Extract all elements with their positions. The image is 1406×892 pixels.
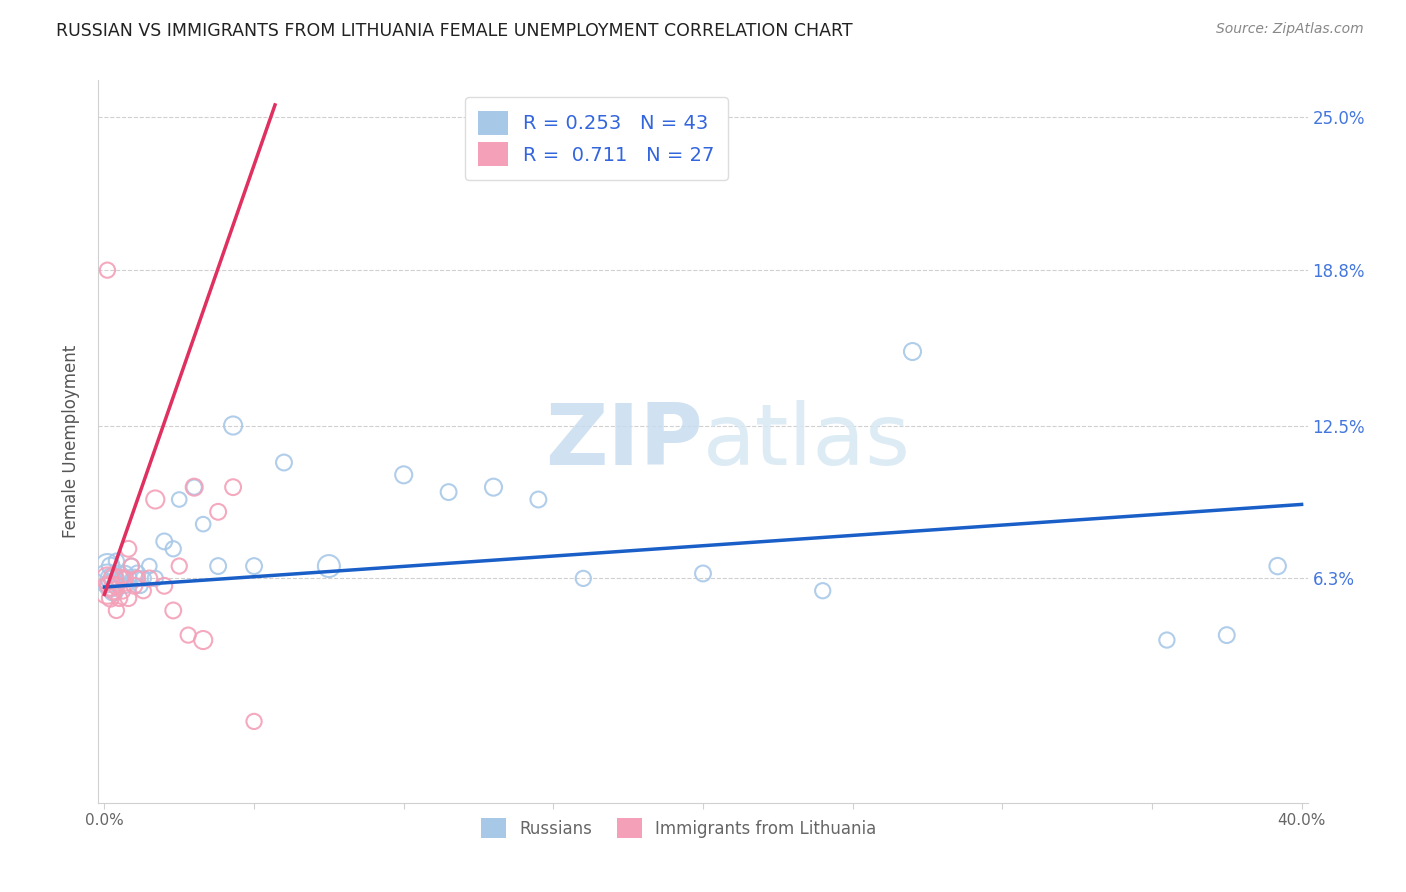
Point xyxy=(222,480,245,494)
Point xyxy=(105,554,128,568)
Point xyxy=(143,571,166,585)
Point xyxy=(153,579,176,593)
Point xyxy=(162,541,184,556)
Point xyxy=(108,591,131,606)
Point xyxy=(114,571,136,585)
Legend: Russians, Immigrants from Lithuania: Russians, Immigrants from Lithuania xyxy=(474,812,883,845)
Point xyxy=(100,591,122,606)
Point xyxy=(114,566,136,581)
Point xyxy=(138,559,160,574)
Point xyxy=(103,571,125,585)
Point xyxy=(207,559,229,574)
Point xyxy=(222,418,245,433)
Point xyxy=(243,714,266,729)
Point xyxy=(811,583,834,598)
Point xyxy=(96,571,118,585)
Point xyxy=(183,480,205,494)
Point xyxy=(167,492,190,507)
Point xyxy=(117,571,139,585)
Point xyxy=(1156,633,1178,648)
Point xyxy=(482,480,505,494)
Point xyxy=(167,559,190,574)
Text: ZIP: ZIP xyxy=(546,400,703,483)
Point xyxy=(1216,628,1239,642)
Point xyxy=(153,534,176,549)
Point xyxy=(105,571,128,585)
Y-axis label: Female Unemployment: Female Unemployment xyxy=(62,345,80,538)
Point xyxy=(143,492,166,507)
Point xyxy=(392,467,415,482)
Point xyxy=(96,583,118,598)
Point xyxy=(193,517,215,532)
Point xyxy=(96,263,118,277)
Point xyxy=(193,633,215,648)
Point xyxy=(108,571,131,585)
Point xyxy=(100,571,122,585)
Point xyxy=(96,571,118,585)
Point xyxy=(100,579,122,593)
Point xyxy=(132,583,155,598)
Text: atlas: atlas xyxy=(703,400,911,483)
Point xyxy=(177,628,200,642)
Point xyxy=(124,571,146,585)
Point xyxy=(138,571,160,585)
Point xyxy=(103,571,125,585)
Point xyxy=(108,566,131,581)
Point xyxy=(105,603,128,617)
Point xyxy=(437,485,460,500)
Point xyxy=(183,480,205,494)
Point xyxy=(108,571,131,585)
Point xyxy=(162,603,184,617)
Point xyxy=(96,559,118,574)
Point xyxy=(527,492,550,507)
Point xyxy=(103,583,125,598)
Point xyxy=(207,505,229,519)
Point xyxy=(129,579,152,593)
Point xyxy=(100,579,122,593)
Point xyxy=(243,559,266,574)
Point xyxy=(273,455,295,469)
Point xyxy=(692,566,714,581)
Text: RUSSIAN VS IMMIGRANTS FROM LITHUANIA FEMALE UNEMPLOYMENT CORRELATION CHART: RUSSIAN VS IMMIGRANTS FROM LITHUANIA FEM… xyxy=(56,22,853,40)
Point xyxy=(103,583,125,598)
Point xyxy=(100,559,122,574)
Point xyxy=(1267,559,1289,574)
Point xyxy=(120,559,142,574)
Point xyxy=(117,541,139,556)
Point xyxy=(572,571,595,585)
Point xyxy=(132,571,155,585)
Point xyxy=(124,579,146,593)
Point xyxy=(901,344,924,359)
Point xyxy=(127,571,149,585)
Text: Source: ZipAtlas.com: Source: ZipAtlas.com xyxy=(1216,22,1364,37)
Point xyxy=(117,591,139,606)
Point xyxy=(111,583,134,598)
Point xyxy=(114,579,136,593)
Point xyxy=(127,566,149,581)
Point xyxy=(120,559,142,574)
Point xyxy=(318,559,340,574)
Point xyxy=(105,579,128,593)
Point xyxy=(111,571,134,585)
